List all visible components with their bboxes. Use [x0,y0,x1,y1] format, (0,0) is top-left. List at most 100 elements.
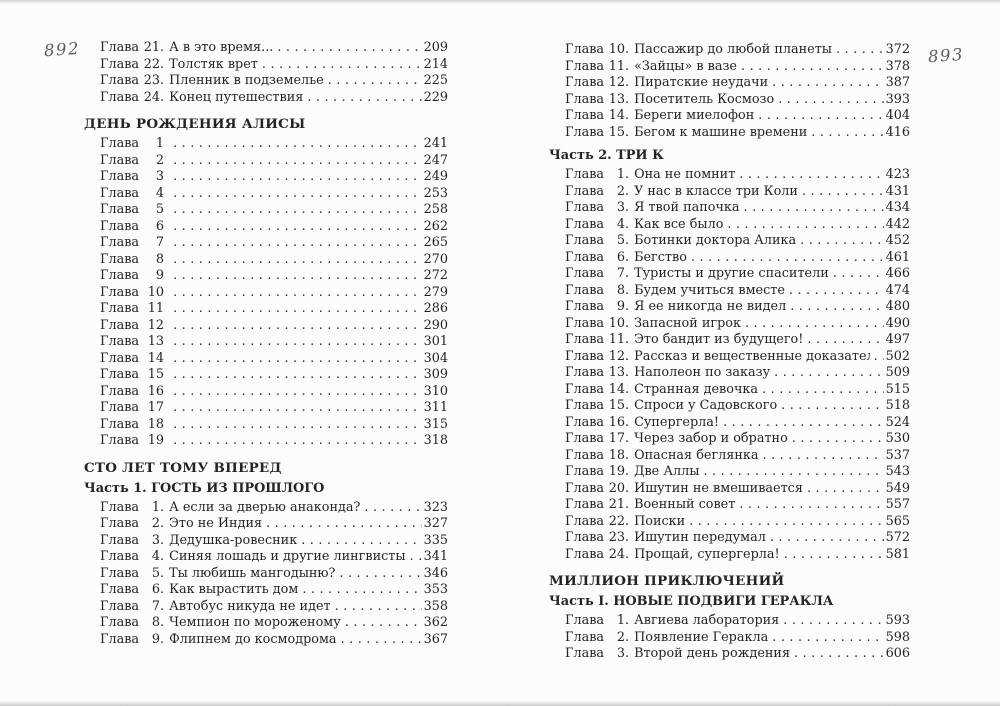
dot-leader [173,285,421,302]
page-ref: 404 [885,108,910,123]
chapter-word: Глава [565,42,605,57]
toc-entry: Глава 16. Супергерла! 524 [549,415,910,432]
dot-leader [794,646,884,663]
page-ref: 557 [885,497,910,512]
chapter-number: 9 [155,268,165,283]
dot-leader [741,59,884,76]
chapter-word: Глава [565,332,605,347]
chapter-title: Опасная беглянка [634,447,759,463]
toc-entry: Глава 14. Береги миелофон 404 [549,108,910,125]
chapter-word: Глава [565,299,605,314]
page-ref: 598 [885,629,910,645]
chapter-word: Глава [100,383,140,399]
dot-leader [307,90,421,107]
toc-entry: Глава 9. Я ее никогда не видел 480 [549,299,910,316]
toc-entry: Глава 23. Пленник в подземелье 225 [84,73,448,90]
dot-leader [874,349,884,366]
toc-entry: Глава 1. А если за дверью анаконда? 323 [84,500,448,517]
chapter-word: Глава [100,268,140,283]
chapter-title: «Зайцы» в вазе [634,58,738,74]
toc-entry: Глава 3. Я твой папочка 434 [549,200,910,217]
chapter-word: Глава [565,167,605,182]
chapter-title: Пиратские неудачи [634,75,769,90]
chapter-word: Глава [100,301,140,316]
page-ref: 209 [423,40,448,55]
toc-entry: Глава 22. Поиски 565 [549,514,910,531]
dot-leader [802,184,884,201]
chapter-word: Глава [565,282,605,298]
page-ref: 509 [885,365,910,380]
chapter-number: 10. [608,42,630,57]
page-ref: 474 [885,282,910,298]
dot-leader [770,530,884,547]
dot-leader [772,630,883,647]
dot-leader [774,365,883,382]
chapter-number: 15 [147,367,165,382]
chapter-title: Пассажир до любой планеты [634,42,832,57]
chapter-number: 19 [147,433,165,448]
left-page-toc-column: Глава 21. А в это время... 209 Глава 22.… [84,40,448,648]
dot-leader [345,615,422,632]
page-ref: 214 [423,56,448,72]
toc-entry: Глава 5. Ботинки доктора Алика 452 [549,233,910,250]
dot-leader [173,334,421,351]
chapter-title: Она не помнит [634,167,736,182]
page-ref: 431 [885,183,910,199]
chapter-number: 2. [151,516,165,531]
chapter-number: 14. [608,108,630,123]
chapter-word: Глава [100,89,140,105]
page-ref: 452 [885,233,910,248]
toc-entry: Глава 12. Пиратские неудачи 387 [549,75,910,92]
chapter-title: Две Аллы [634,464,700,479]
chapter-title: Второй день рождения [634,646,791,661]
chapter-title: Рассказ и вещественные доказательства [634,348,869,364]
page-ref: 270 [423,251,448,267]
page-number-left: 892 [43,38,81,61]
chapter-title: Прощай, супергерла! [634,546,780,562]
toc-entry: Глава 6 262 [84,219,448,236]
chapter-word: Глава [565,398,605,413]
chapter-number: 12 [147,317,165,333]
page-ref: 606 [885,646,910,661]
toc-entry: Глава 11 286 [84,301,448,318]
chapter-word: Глава [565,464,605,479]
dot-leader [739,497,883,514]
toc-entry: Глава 10 279 [84,285,448,302]
toc-entry: Глава 11. «Зайцы» в вазе 378 [549,59,910,76]
chapter-title: Ишутин не вмешивается [634,480,803,496]
book-title-hundred-years-ahead: СТО ЛЕТ ТОМУ ВПЕРЕД [84,459,282,476]
toc-entry: Глава 5 258 [84,202,448,219]
dot-leader [328,73,422,90]
dot-leader [173,417,421,434]
chapter-number: 8. [151,615,165,630]
chapter-number: 1. [616,167,630,182]
page-ref: 378 [885,58,910,74]
chapter-title: Наполеон по заказу [634,365,771,380]
toc-entry: Глава 4. Как все было 442 [549,217,910,234]
chapter-number: 21. [143,40,165,55]
chapter-number: 21. [608,497,630,512]
page-number-right: 893 [927,44,965,67]
dot-leader [173,219,421,236]
page-ref: 572 [885,530,910,545]
dot-leader [173,400,421,417]
chapter-word: Глава [565,447,605,463]
toc-entry: Глава 9. Флипнем до космодрома 367 [84,632,448,649]
chapter-word: Глава [100,169,140,184]
page-ref: 309 [423,367,448,382]
dot-leader [173,235,421,252]
toc-entry: Глава 13. Посетитель Космозо 393 [549,92,910,109]
chapter-number: 12. [608,75,630,90]
page-ref: 323 [423,499,448,515]
page-ref: 502 [885,348,910,364]
page-ref: 286 [423,301,448,316]
page-ref: 249 [423,169,448,184]
page-ref: 480 [885,299,910,314]
dot-leader [727,217,883,234]
chapter-word: Глава [100,136,140,151]
chapter-title: Это не Индия [169,516,263,531]
page-ref: 423 [885,167,910,182]
chapter-number: 17. [608,431,630,446]
toc-entry: Глава 1 241 [84,136,448,153]
